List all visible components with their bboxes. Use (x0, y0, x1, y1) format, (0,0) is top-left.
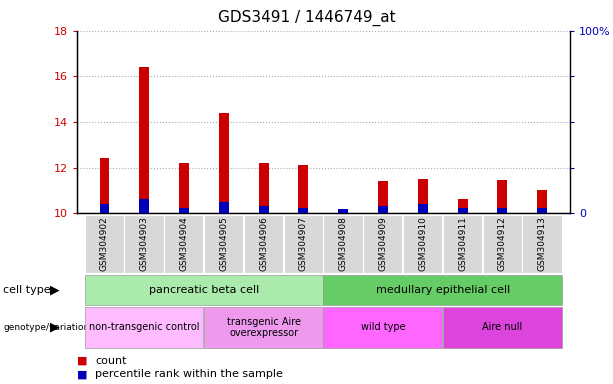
Bar (99, 158, 110, 213)
Text: ■: ■ (77, 369, 87, 379)
Bar (378, 181, 388, 213)
Bar (338, 210, 348, 213)
Bar (259, 206, 268, 213)
Text: GSM304911: GSM304911 (458, 217, 467, 271)
Text: GDS3491 / 1446749_at: GDS3491 / 1446749_at (218, 10, 395, 26)
Bar (299, 208, 308, 213)
Text: GSM304906: GSM304906 (259, 217, 268, 271)
Text: pancreatic beta cell: pancreatic beta cell (149, 285, 259, 295)
Text: GSM304908: GSM304908 (339, 217, 348, 271)
Text: GSM304910: GSM304910 (418, 217, 427, 271)
Bar (418, 204, 428, 213)
Text: wild type: wild type (360, 322, 405, 333)
Text: GSM304903: GSM304903 (140, 217, 149, 271)
Bar (458, 208, 468, 213)
Text: count: count (95, 356, 126, 366)
Text: medullary epithelial cell: medullary epithelial cell (376, 285, 510, 295)
Text: cell type: cell type (3, 285, 51, 295)
Bar (139, 199, 149, 213)
Text: percentile rank within the sample: percentile rank within the sample (95, 369, 283, 379)
Bar (458, 199, 468, 213)
Text: GSM304913: GSM304913 (538, 217, 547, 271)
Text: GSM304907: GSM304907 (299, 217, 308, 271)
Bar (338, 212, 348, 213)
Bar (139, 67, 149, 213)
Text: ▶: ▶ (50, 283, 60, 296)
Text: GSM304905: GSM304905 (219, 217, 229, 271)
Text: ■: ■ (77, 356, 87, 366)
Text: non-transgenic control: non-transgenic control (89, 322, 199, 333)
Text: ▶: ▶ (50, 321, 60, 334)
Text: Aire null: Aire null (482, 322, 522, 333)
Bar (219, 113, 229, 213)
Bar (418, 179, 428, 213)
Text: GSM304912: GSM304912 (498, 217, 507, 271)
Bar (378, 206, 388, 213)
Text: GSM304909: GSM304909 (379, 217, 387, 271)
Bar (299, 165, 308, 213)
Bar (179, 163, 189, 213)
Bar (179, 208, 189, 213)
Bar (498, 208, 508, 213)
Bar (537, 208, 547, 213)
Bar (219, 202, 229, 213)
Text: transgenic Aire
overexpressor: transgenic Aire overexpressor (227, 316, 300, 338)
Bar (99, 204, 110, 213)
Bar (259, 163, 268, 213)
Text: GSM304904: GSM304904 (180, 217, 189, 271)
Text: GSM304902: GSM304902 (100, 217, 109, 271)
Bar (537, 190, 547, 213)
Bar (498, 180, 508, 213)
Text: genotype/variation: genotype/variation (3, 323, 89, 332)
